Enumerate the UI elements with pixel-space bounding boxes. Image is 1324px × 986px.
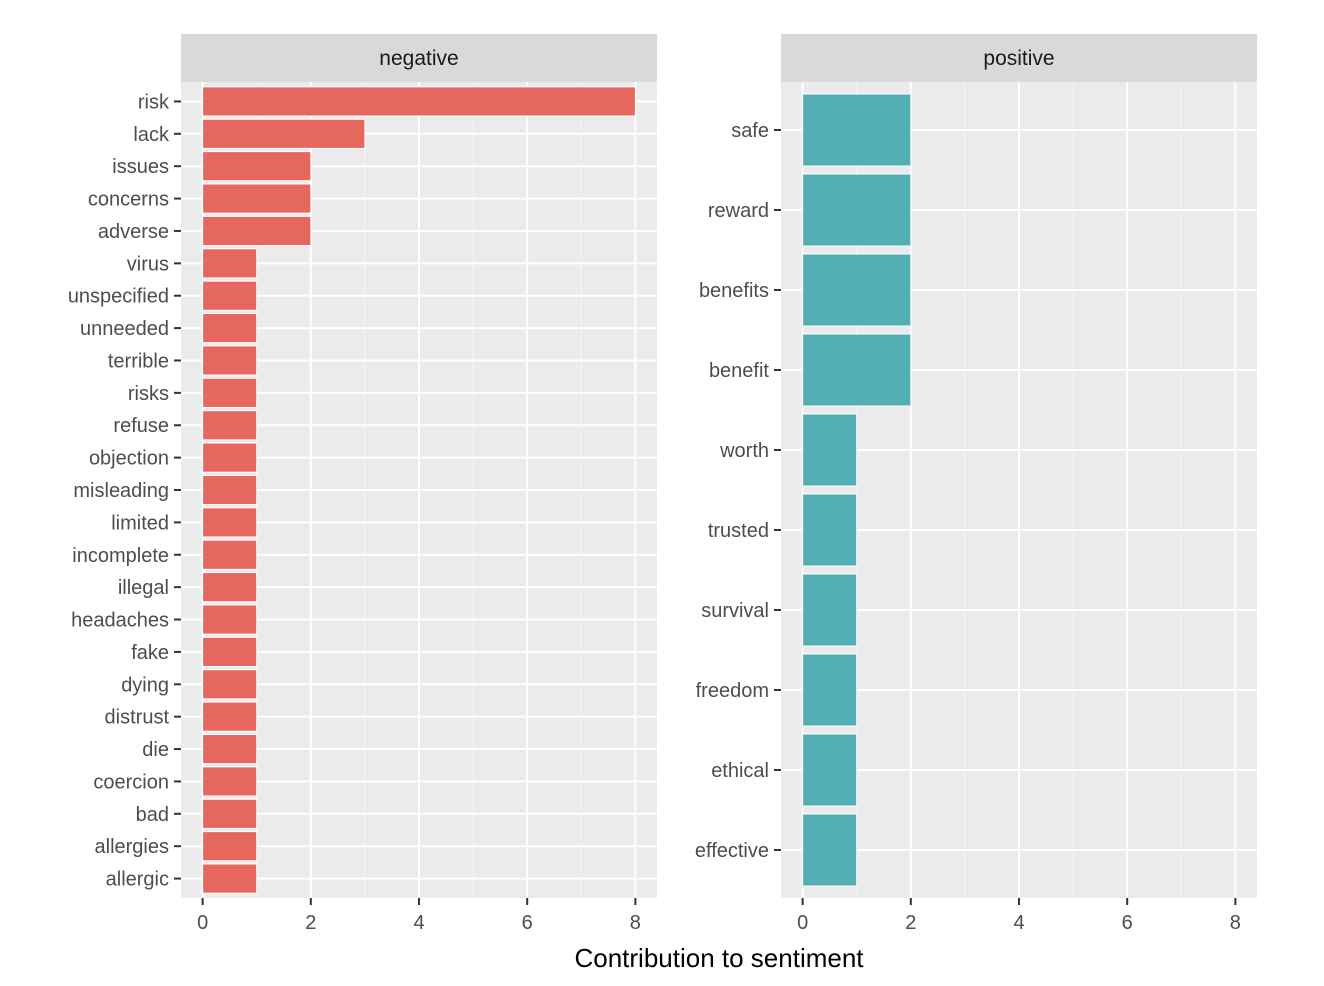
x-tick-label: 0	[197, 912, 208, 934]
bar-ethical	[802, 733, 858, 807]
bar-virus	[202, 248, 258, 279]
y-tick-label-illegal: illegal	[118, 577, 169, 599]
strip-positive	[781, 34, 1257, 82]
bar-freedom	[802, 653, 858, 727]
y-tick-label-unneeded: unneeded	[80, 318, 169, 340]
y-tick-label-reward: reward	[708, 200, 769, 222]
y-tick-label-survival: survival	[701, 600, 769, 622]
bar-effective	[802, 813, 858, 887]
y-tick-label-headaches: headaches	[71, 610, 169, 632]
bar-dying	[202, 669, 258, 700]
y-tick-label-adverse: adverse	[98, 221, 169, 243]
y-tick-label-benefits: benefits	[699, 280, 769, 302]
x-axis-title: Contribution to sentiment	[574, 943, 864, 973]
bar-coercion	[202, 766, 258, 797]
strip-label-negative: negative	[379, 47, 458, 70]
y-tick-label-safe: safe	[731, 120, 769, 142]
bar-fake	[202, 636, 258, 667]
x-tick-label: 6	[522, 912, 533, 934]
facet-panel-negative: negative risk lack issues concerns adverse vir…	[68, 34, 657, 934]
bar-worth	[802, 413, 858, 487]
bar-allergies	[202, 831, 258, 862]
y-tick-label-risks: risks	[128, 383, 169, 405]
bar-survival	[802, 573, 858, 647]
bar-illegal	[202, 572, 258, 603]
strip-label-positive: positive	[983, 47, 1054, 70]
y-tick-label-distrust: distrust	[105, 707, 170, 729]
x-tick-label: 8	[1230, 912, 1241, 934]
y-tick-label-issues: issues	[112, 156, 169, 178]
bar-misleading	[202, 474, 258, 506]
y-tick-label-ethical: ethical	[711, 760, 769, 782]
bar-issues	[202, 151, 312, 182]
y-tick-label-allergic: allergic	[106, 869, 169, 891]
y-tick-label-incomplete: incomplete	[72, 545, 169, 567]
y-tick-label-misleading: misleading	[73, 480, 169, 502]
y-tick-label-risk: risk	[138, 91, 170, 113]
bar-distrust	[202, 701, 258, 732]
y-tick-label-lack: lack	[133, 124, 170, 146]
bar-lack	[202, 118, 366, 149]
bar-terrible	[202, 345, 258, 376]
bar-benefit	[802, 333, 912, 407]
bar-allergic	[202, 863, 258, 894]
bar-concerns	[202, 183, 312, 214]
y-tick-label-virus: virus	[127, 253, 169, 275]
bar-risks	[202, 377, 258, 408]
bar-limited	[202, 507, 258, 538]
bar-unneeded	[202, 313, 258, 344]
bar-benefits	[802, 253, 912, 327]
y-tick-label-fake: fake	[131, 642, 169, 664]
x-tick-label: 2	[305, 912, 316, 934]
facet-panels: negative risk lack issues concerns adverse vir…	[68, 34, 1257, 934]
y-tick-label-die: die	[142, 739, 169, 761]
y-tick-label-coercion: coercion	[93, 771, 169, 793]
y-tick-label-objection: objection	[89, 448, 169, 470]
y-tick-label-concerns: concerns	[88, 189, 169, 211]
bar-unspecified	[202, 280, 258, 311]
bar-incomplete	[202, 539, 258, 570]
y-tick-label-unspecified: unspecified	[68, 286, 169, 308]
facet-panel-positive: positive safe reward benefits benefit worth tr…	[695, 34, 1257, 934]
y-tick-label-refuse: refuse	[113, 415, 169, 437]
bar-trusted	[802, 493, 858, 567]
y-tick-label-trusted: trusted	[708, 520, 769, 542]
bar-risk	[202, 86, 636, 117]
bar-bad	[202, 798, 258, 829]
x-tick-label: 8	[630, 912, 641, 934]
y-tick-label-allergies: allergies	[95, 836, 169, 858]
x-tick-label: 0	[797, 912, 808, 934]
x-tick-label: 2	[905, 912, 916, 934]
x-tick-label: 4	[1013, 912, 1024, 934]
bar-adverse	[202, 215, 312, 247]
x-tick-label: 4	[413, 912, 424, 934]
y-tick-label-effective: effective	[695, 840, 769, 862]
y-tick-label-terrible: terrible	[108, 350, 169, 372]
bar-refuse	[202, 410, 258, 441]
bar-reward	[802, 173, 912, 247]
y-tick-label-worth: worth	[719, 440, 769, 462]
x-tick-label: 6	[1122, 912, 1133, 934]
bar-headaches	[202, 604, 258, 635]
y-tick-label-dying: dying	[121, 674, 169, 696]
y-tick-label-bad: bad	[136, 804, 169, 826]
bar-die	[202, 733, 258, 765]
strip-negative	[181, 34, 657, 82]
y-tick-label-limited: limited	[111, 512, 169, 534]
bar-objection	[202, 442, 258, 473]
y-tick-label-freedom: freedom	[696, 680, 769, 702]
bar-safe	[802, 93, 912, 167]
y-tick-label-benefit: benefit	[709, 360, 769, 382]
